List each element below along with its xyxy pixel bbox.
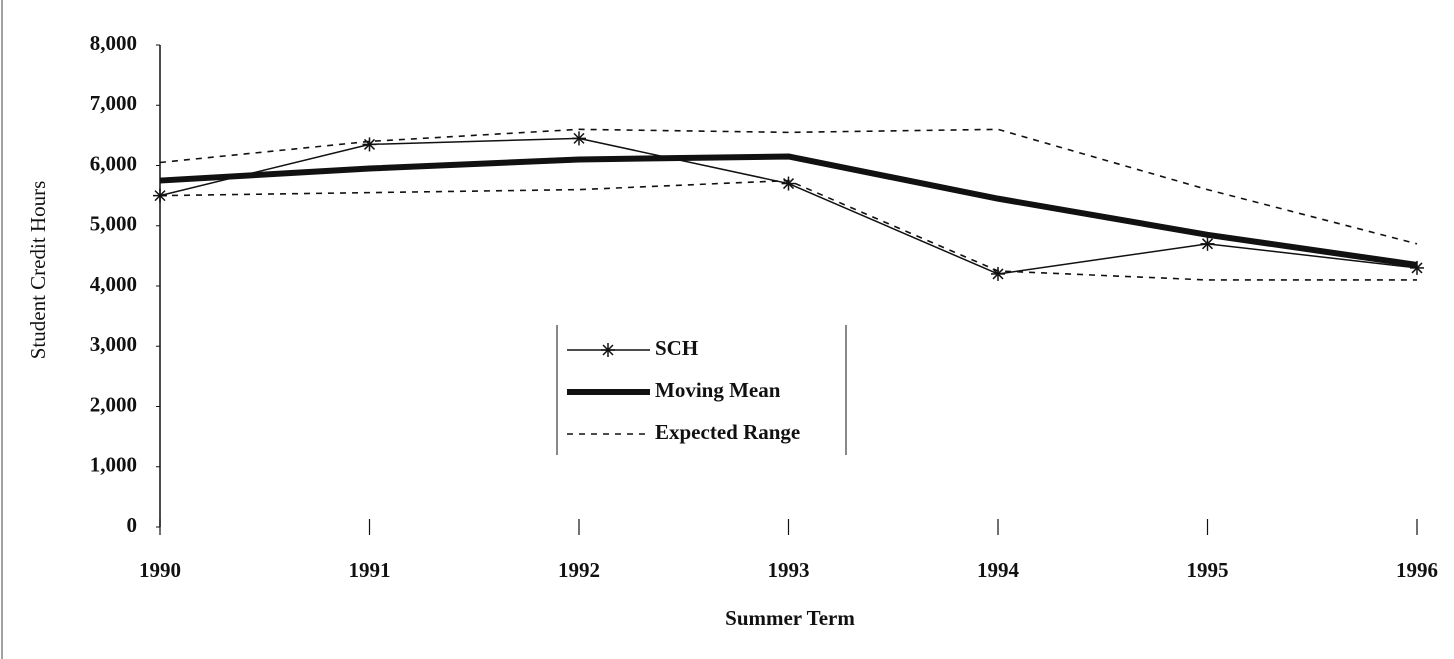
marker-stroke (782, 178, 795, 190)
x-axis-label: Summer Term (725, 606, 855, 630)
series-line (159, 153, 1418, 268)
legend-marker (601, 343, 615, 357)
legend-label: Moving Mean (655, 378, 781, 402)
y-tick-label: 7,000 (90, 91, 137, 115)
y-axis-label: Student Credit Hours (26, 181, 50, 360)
legend-label: Expected Range (655, 420, 800, 444)
x-tick-label: 1993 (768, 558, 810, 582)
marker-stroke (992, 268, 1004, 280)
point-marker (991, 266, 1005, 281)
marker-stroke (363, 138, 376, 150)
point-marker (572, 131, 586, 146)
marker-stroke (573, 132, 585, 144)
y-tick-label: 3,000 (90, 332, 137, 356)
point-marker (781, 176, 796, 191)
y-tick-label: 4,000 (90, 272, 137, 296)
y-tick-label: 5,000 (90, 212, 137, 236)
x-tick-label: 1995 (1187, 558, 1229, 582)
series-line (159, 128, 1418, 245)
series-line (159, 179, 1417, 281)
y-tick-label: 1,000 (90, 453, 137, 477)
x-tick-label: 1991 (349, 558, 391, 582)
point-marker (1200, 236, 1215, 251)
y-tick-label: 2,000 (90, 392, 137, 416)
x-tick-label: 1994 (977, 558, 1020, 582)
marker-stroke (1411, 262, 1423, 274)
y-tick-label: 6,000 (90, 151, 137, 175)
x-tick-label: 1990 (139, 558, 181, 582)
marker-stroke (1201, 238, 1214, 250)
y-tick-label: 8,000 (90, 31, 137, 55)
legend-label: SCH (655, 336, 698, 360)
marker-stroke (602, 344, 614, 356)
y-tick-label: 0 (127, 513, 138, 537)
point-marker (362, 137, 377, 152)
x-tick-label: 1992 (558, 558, 600, 582)
x-tick-label: 1996 (1396, 558, 1438, 582)
